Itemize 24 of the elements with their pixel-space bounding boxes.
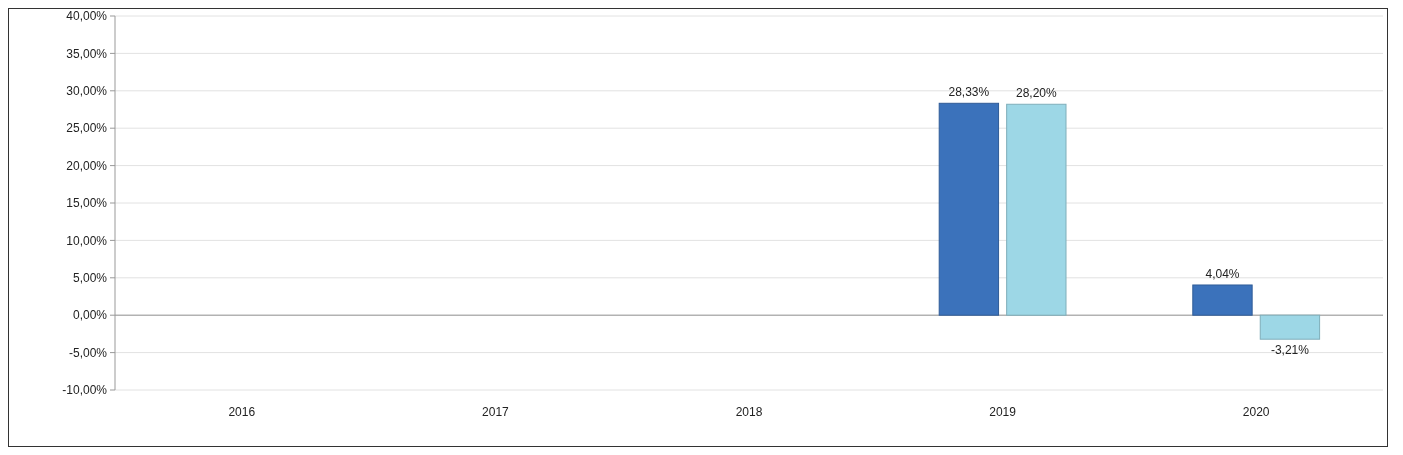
y-tick-label: 20,00% <box>66 158 108 173</box>
data-label: 4,04% <box>1205 266 1240 281</box>
x-tick-label: 2017 <box>482 405 510 419</box>
y-tick-label: -10,00% <box>62 383 108 398</box>
bar <box>938 102 1000 316</box>
y-tick-label: 30,00% <box>66 84 108 98</box>
x-tick-label: 2018 <box>735 405 763 419</box>
bar <box>1006 103 1067 316</box>
data-label: 28,20% <box>1015 86 1057 101</box>
bar <box>1259 314 1321 340</box>
y-tick-label: 5,00% <box>72 271 108 285</box>
y-tick-label: 35,00% <box>66 46 108 61</box>
data-label: -3,21% <box>1270 343 1310 358</box>
x-tick-label: 2016 <box>228 405 256 419</box>
y-tick-label: 0,00% <box>72 308 108 323</box>
y-tick-label: 15,00% <box>66 196 108 211</box>
x-tick-label: 2020 <box>1242 405 1270 419</box>
y-tick-label: 40,00% <box>66 9 108 24</box>
data-label: 28,33% <box>948 85 990 100</box>
y-tick-label: -5,00% <box>68 345 108 360</box>
x-tick-label: 2019 <box>989 405 1017 419</box>
y-tick-label: 25,00% <box>66 121 108 136</box>
y-tick-label: 10,00% <box>66 233 108 248</box>
bar <box>1192 284 1253 316</box>
